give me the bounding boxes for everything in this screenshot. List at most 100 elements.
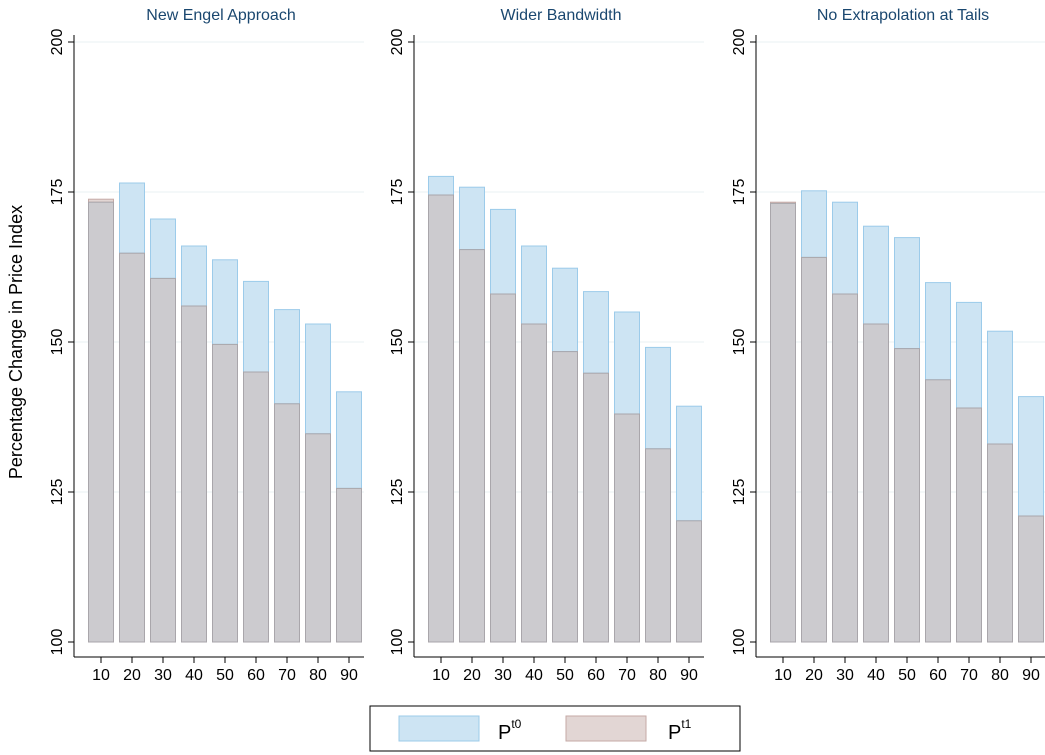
bar-overlap-80	[987, 443, 1013, 643]
y-tick-label: 125	[731, 479, 748, 506]
x-tick-label: 30	[154, 667, 172, 684]
x-tick-label: 70	[960, 667, 978, 684]
bar-pt0-40	[521, 245, 547, 325]
legend-swatch-pt1	[565, 715, 647, 742]
y-tick-label: 100	[731, 629, 748, 656]
bar-pt0-60	[583, 291, 609, 374]
legend-label-pt1-base: P	[668, 722, 681, 744]
legend: Pt0 Pt1	[369, 705, 741, 752]
bar-pt0-80	[305, 323, 331, 435]
x-tick-label: 60	[929, 667, 947, 684]
x-tick-label: 80	[991, 667, 1009, 684]
x-tick-label: 30	[494, 667, 512, 684]
y-tick-label: 200	[49, 29, 66, 56]
bar-overlap-20	[119, 252, 145, 643]
bar-overlap-70	[274, 403, 300, 643]
bar-pt0-70	[614, 311, 640, 415]
x-tick-label: 20	[123, 667, 141, 684]
x-tick-label: 90	[680, 667, 698, 684]
bar-overlap-10	[88, 201, 114, 643]
x-tick-label: 40	[185, 667, 203, 684]
bar-overlap-90	[336, 487, 362, 643]
y-tick-label: 125	[389, 479, 406, 506]
y-tick-label: 175	[49, 179, 66, 206]
x-tick-label: 50	[556, 667, 574, 684]
bar-pt0-60	[243, 280, 269, 373]
bar-pt0-70	[274, 309, 300, 405]
legend-label-pt0-sup: t0	[511, 717, 521, 731]
x-tick-label: 20	[805, 667, 823, 684]
x-tick-label: 80	[649, 667, 667, 684]
bar-overlap-50	[552, 351, 578, 643]
bar-pt0-30	[150, 218, 176, 279]
y-tick-label: 100	[389, 629, 406, 656]
bar-pt0-40	[181, 245, 207, 307]
bar-overlap-30	[490, 293, 516, 643]
bar-overlap-80	[645, 448, 671, 643]
bar-pt0-90	[676, 405, 702, 522]
x-tick-label: 70	[278, 667, 296, 684]
x-tick-label: 50	[216, 667, 234, 684]
panel-title: New Engel Approach	[146, 7, 295, 24]
bar-pt0-90	[336, 391, 362, 489]
bar-pt0-80	[987, 330, 1013, 445]
bar-pt0-50	[894, 237, 920, 350]
y-tick-label: 150	[49, 329, 66, 356]
y-tick-label: 175	[389, 179, 406, 206]
x-tick-label: 30	[836, 667, 854, 684]
bar-overlap-10	[428, 194, 454, 643]
panel-title: Wider Bandwidth	[501, 7, 622, 24]
legend-label-pt0: Pt0	[498, 717, 522, 744]
x-tick-label: 20	[463, 667, 481, 684]
bar-overlap-10	[770, 202, 796, 643]
bar-overlap-80	[305, 433, 331, 643]
bar-overlap-50	[212, 343, 238, 643]
legend-swatch-pt0	[398, 715, 480, 742]
bar-overlap-90	[676, 520, 702, 643]
bar-overlap-50	[894, 348, 920, 643]
bar-pt0-50	[552, 267, 578, 353]
bar-pt0-20	[801, 190, 827, 258]
bar-overlap-90	[1018, 515, 1044, 643]
y-tick-label: 200	[389, 29, 406, 56]
bar-overlap-70	[956, 407, 982, 643]
bar-overlap-40	[521, 323, 547, 643]
y-tick-label: 175	[731, 179, 748, 206]
bar-overlap-70	[614, 413, 640, 643]
y-tick-label: 125	[49, 479, 66, 506]
x-tick-label: 10	[432, 667, 450, 684]
bar-pt0-20	[119, 182, 145, 254]
legend-label-pt1-sup: t1	[681, 717, 691, 731]
x-tick-label: 40	[867, 667, 885, 684]
y-axis-title: Percentage Change in Price Index	[6, 205, 26, 479]
panel-1: New Engel Approach 100 125 150 175 200 10 20 30 4…	[49, 7, 364, 684]
bar-overlap-30	[150, 277, 176, 643]
y-tick-label: 100	[49, 629, 66, 656]
y-tick-label: 200	[731, 29, 748, 56]
bar-overlap-60	[583, 372, 609, 643]
bar-pt0-90	[1018, 396, 1044, 517]
x-tick-label: 60	[247, 667, 265, 684]
bar-overlap-60	[243, 371, 269, 643]
x-tick-label: 80	[309, 667, 327, 684]
bar-overlap-20	[459, 249, 485, 643]
bar-overlap-60	[925, 379, 951, 643]
bar-pt0-70	[956, 301, 982, 409]
y-tick-label: 150	[389, 329, 406, 356]
bar-overlap-20	[801, 256, 827, 643]
x-tick-label: 10	[774, 667, 792, 684]
x-tick-label: 10	[92, 667, 110, 684]
bar-overlap-40	[181, 305, 207, 643]
bar-pt0-10	[428, 175, 454, 196]
panel-title: No Extrapolation at Tails	[817, 7, 989, 24]
x-tick-label: 90	[340, 667, 358, 684]
bar-pt0-60	[925, 282, 951, 381]
panel-2: Wider Bandwidth 100 125 150 175 200 10 20 30 40 50…	[389, 7, 704, 684]
panel-3: No Extrapolation at Tails 100 125 150 175 200…	[731, 7, 1045, 684]
x-tick-label: 40	[525, 667, 543, 684]
bar-overlap-30	[832, 293, 858, 643]
legend-label-pt0-base: P	[498, 722, 511, 744]
bar-pt0-50	[212, 259, 238, 345]
